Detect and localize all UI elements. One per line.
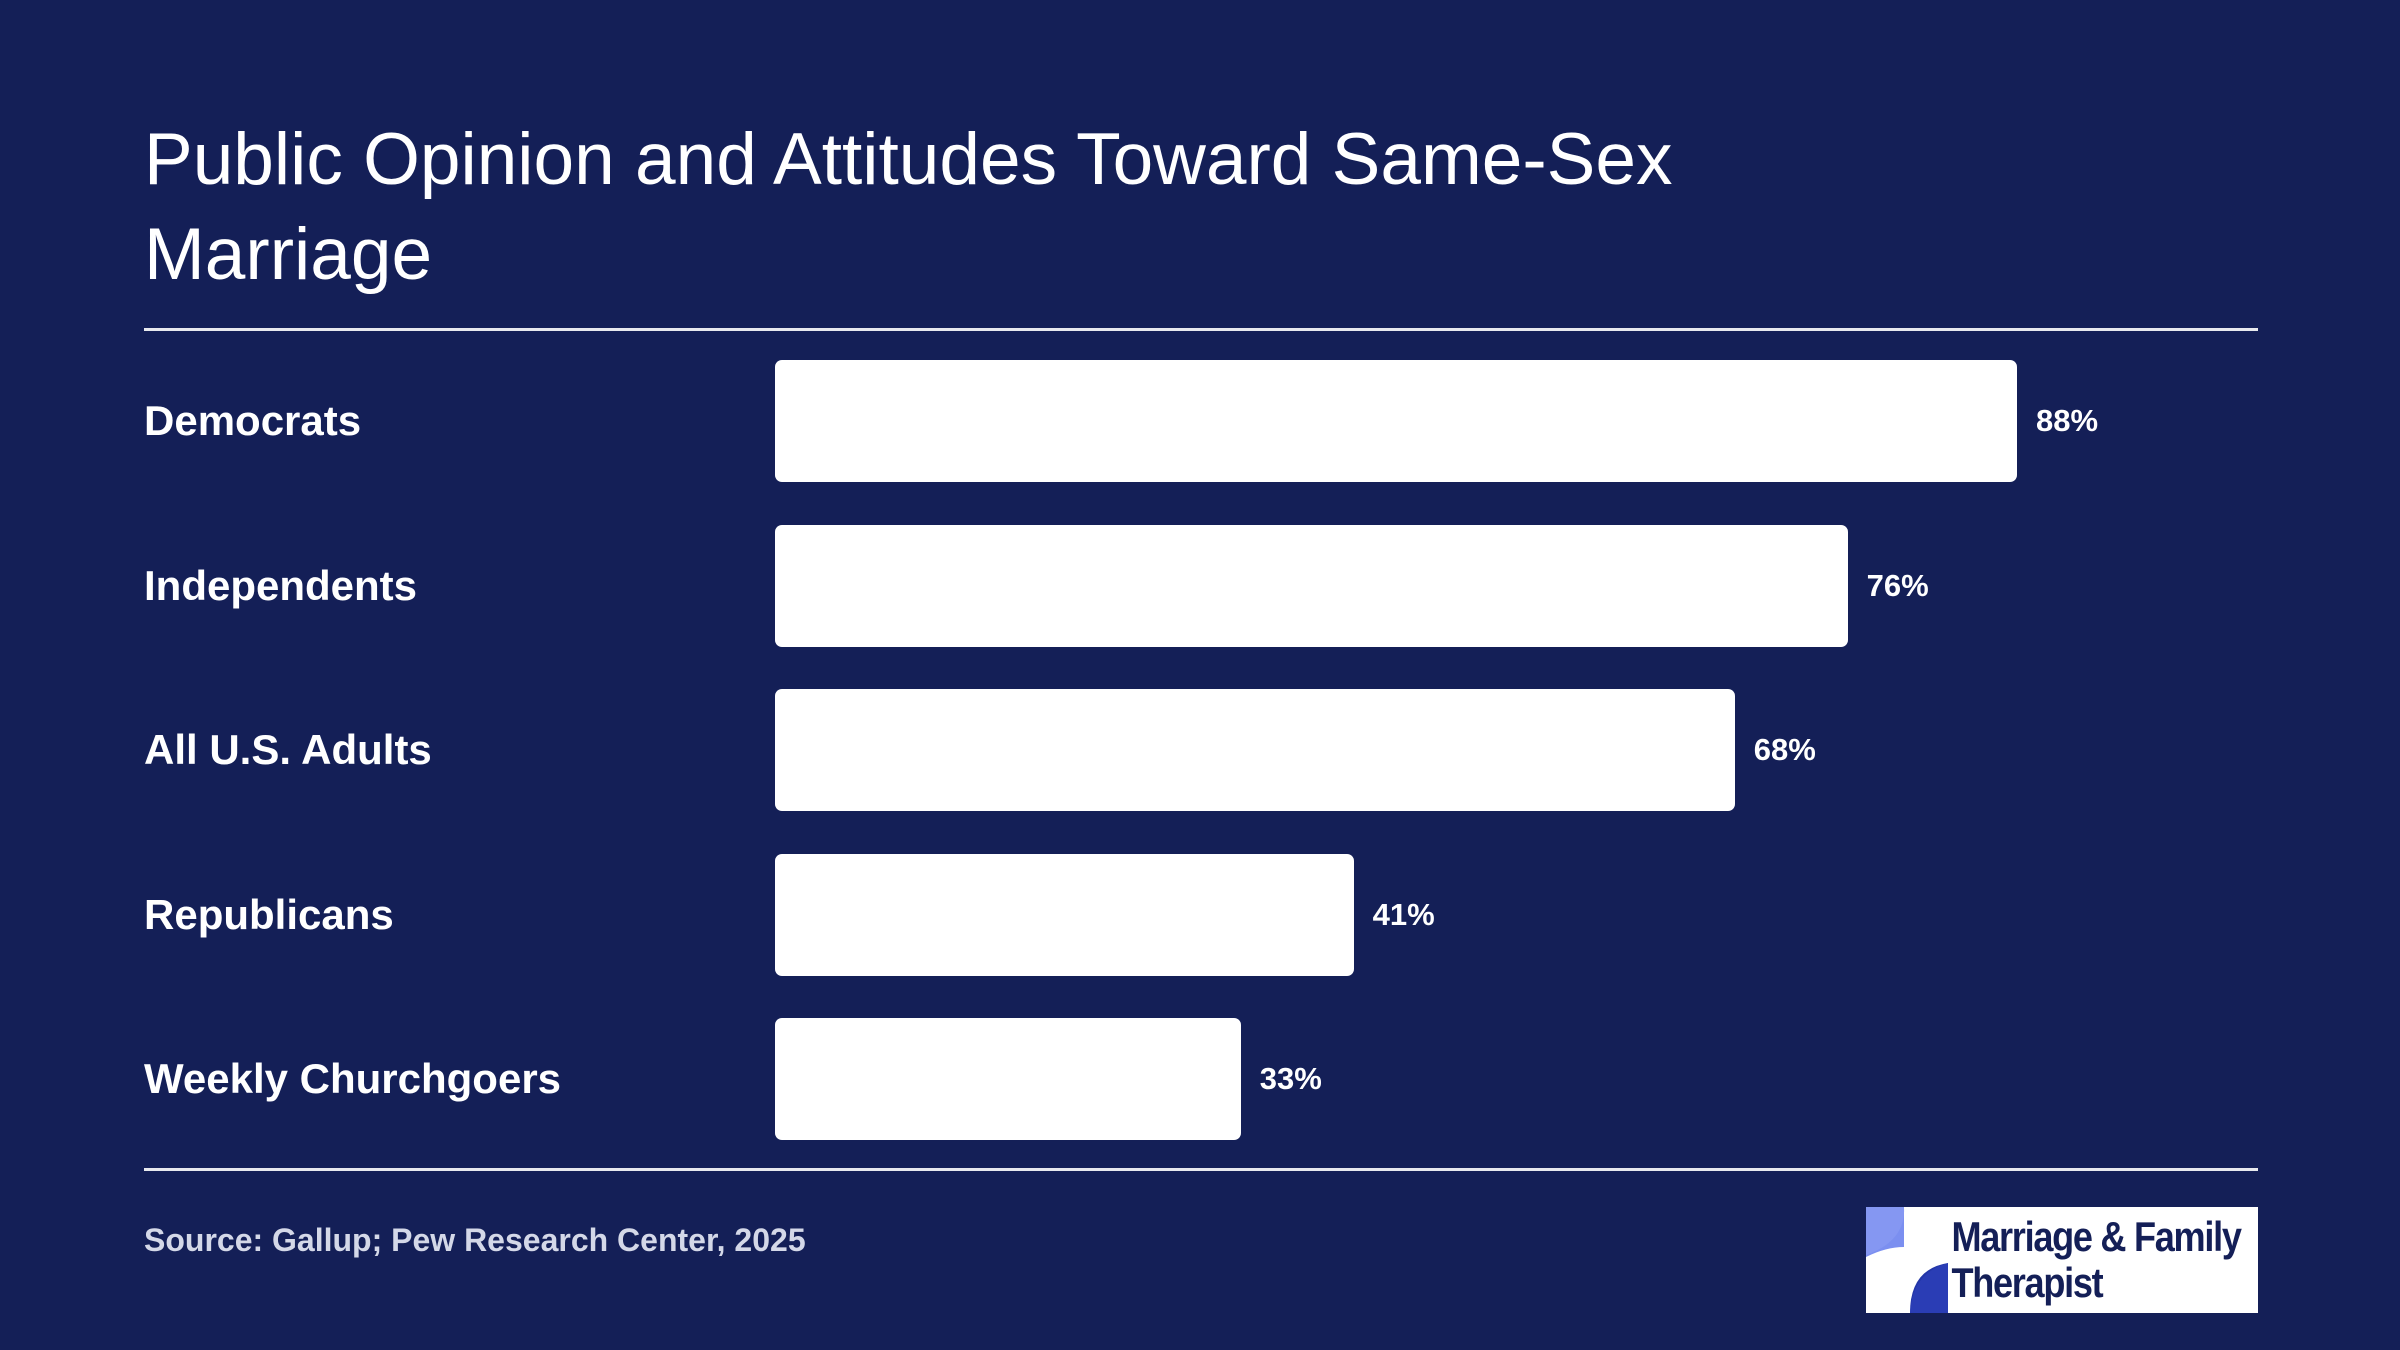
source-note: Source: Gallup; Pew Research Center, 202… (144, 1222, 806, 1258)
category-label: All U.S. Adults (144, 726, 432, 773)
page-title: Public Opinion and Attitudes Toward Same… (144, 119, 1673, 295)
logo-wordmark: Marriage & Family Therapist (1948, 1213, 2242, 1306)
value-label: 33% (1259, 1061, 1322, 1096)
category-label: Democrats (144, 397, 362, 444)
bar (775, 524, 1848, 647)
logo-line-2: Therapist (1951, 1259, 2103, 1306)
logo-line-1: Marriage & Family (1951, 1213, 2242, 1260)
bottom-divider (144, 1168, 2258, 1171)
brand-logo: Marriage & Family Therapist (1866, 1207, 2258, 1313)
bar (775, 1018, 1241, 1140)
bar (775, 853, 1354, 976)
category-label: Independents (144, 561, 418, 609)
value-label: 88% (2036, 403, 2099, 438)
bar (775, 689, 1735, 811)
value-label: 76% (1866, 567, 1929, 603)
logo-mark-icon (1866, 1207, 1948, 1313)
top-divider (144, 328, 2258, 331)
category-label: Weekly Churchgoers (144, 1055, 562, 1102)
value-label: 68% (1753, 732, 1816, 767)
value-label: 41% (1372, 896, 1435, 932)
bar (775, 360, 2017, 482)
category-label: Republicans (144, 890, 394, 938)
